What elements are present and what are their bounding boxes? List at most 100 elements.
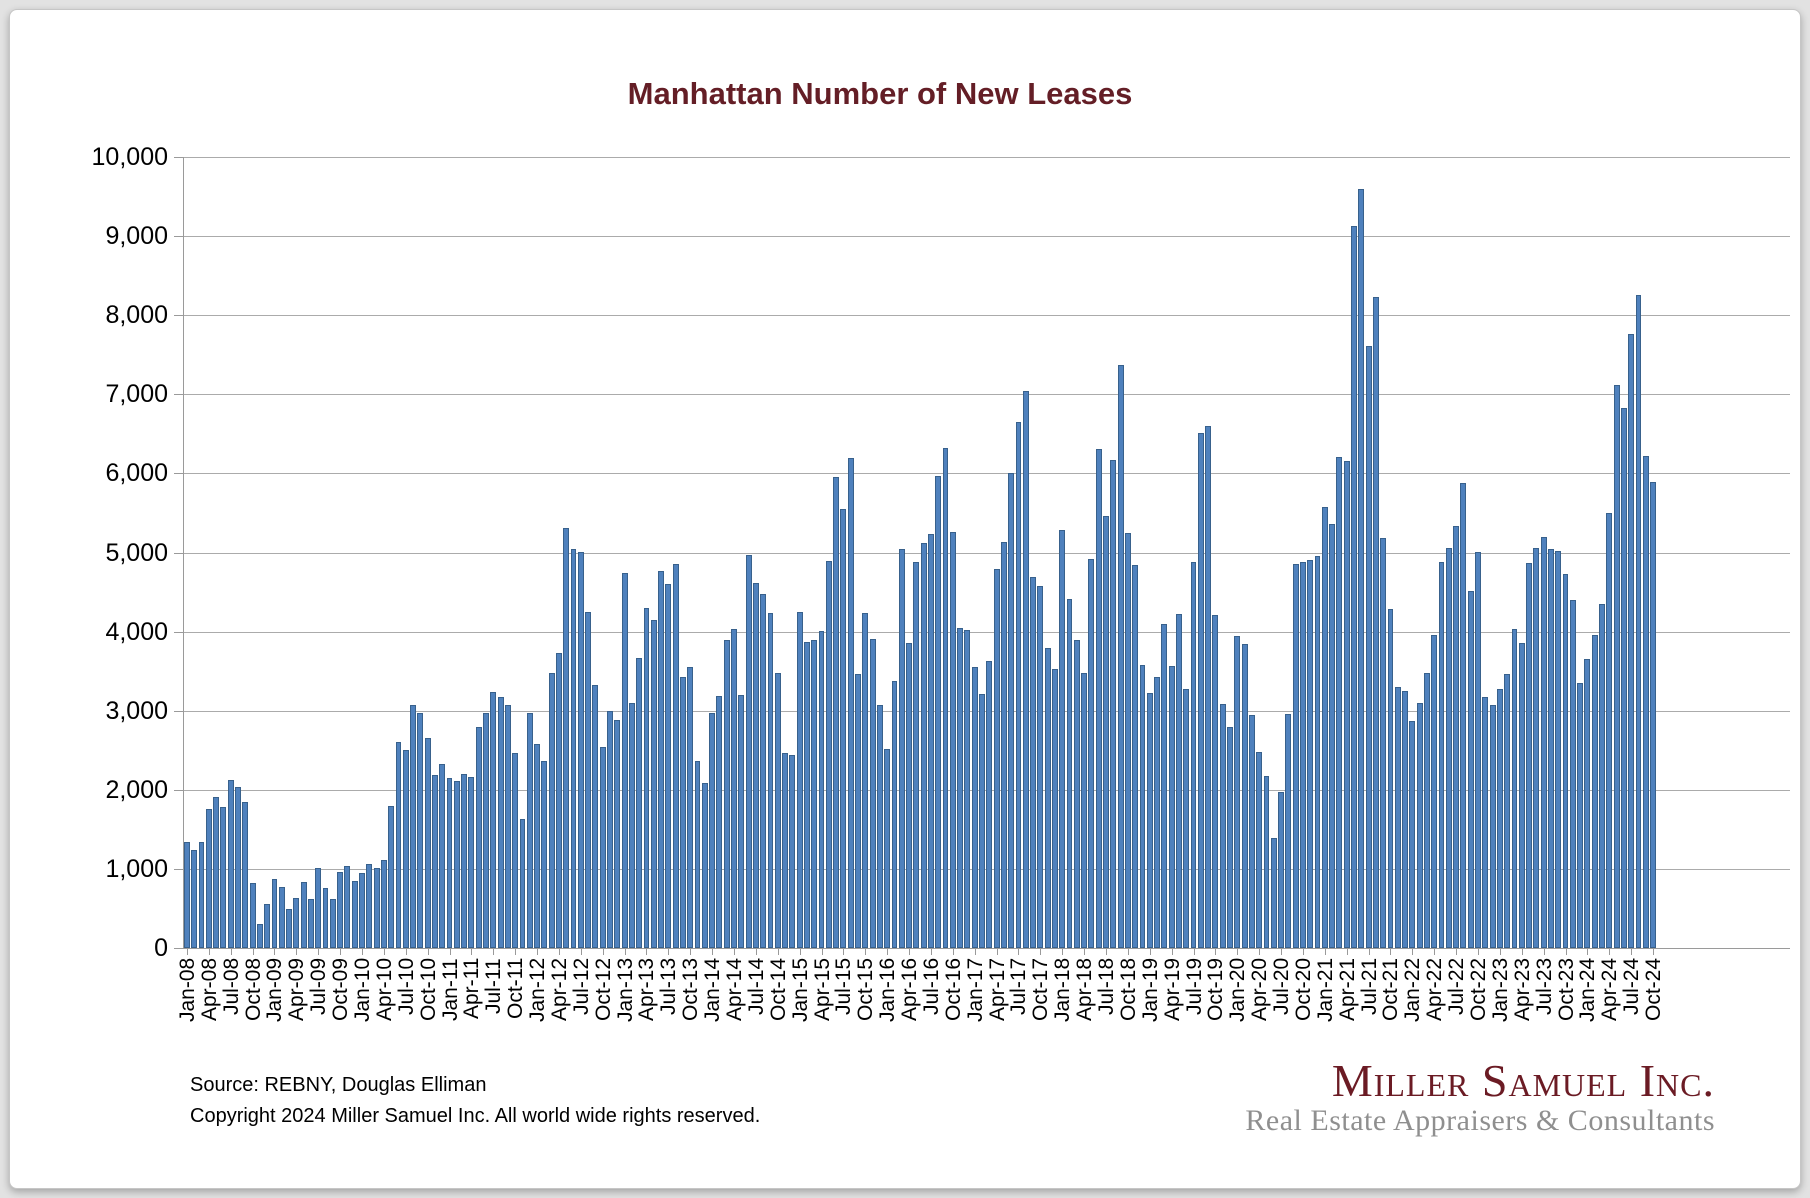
- bar: [577, 552, 584, 948]
- y-axis-label: 3,000: [105, 696, 168, 725]
- x-axis-tick-label: Apr-19: [1160, 958, 1184, 1022]
- x-axis-tick: [712, 949, 714, 955]
- bar: [658, 571, 664, 948]
- bar: [1620, 408, 1627, 948]
- bar: [1168, 666, 1175, 948]
- x-axis-tick-label: Oct-21: [1379, 958, 1403, 1022]
- bar: [1095, 448, 1102, 948]
- x-axis-tick-label: Oct-14: [766, 958, 790, 1022]
- x-axis-tick: [734, 949, 735, 955]
- x-axis-tick: [1084, 949, 1086, 955]
- x-axis-tick-label: Apr-12: [547, 958, 571, 1022]
- x-axis-tick: [1062, 949, 1064, 955]
- x-axis-tick-label: Jul-16: [919, 958, 943, 1016]
- bar: [417, 713, 424, 948]
- x-axis-tick-label: Oct-08: [241, 958, 265, 1022]
- x-axis-tick-label: Oct-23: [1554, 958, 1578, 1022]
- bar: [1124, 533, 1131, 948]
- bar: [592, 684, 599, 948]
- bar: [1183, 689, 1190, 948]
- x-axis-tick: [974, 949, 976, 955]
- bar: [687, 667, 694, 948]
- x-axis-tick-label: Jan-17: [963, 958, 987, 1023]
- bar: [1336, 456, 1343, 948]
- x-axis-tick: [405, 949, 407, 955]
- bar: [490, 692, 497, 948]
- bar: [1475, 551, 1481, 948]
- x-axis-tick: [1390, 949, 1392, 955]
- bar: [796, 612, 803, 948]
- bar: [1467, 590, 1474, 948]
- bar: [242, 802, 249, 948]
- bar: [898, 548, 905, 948]
- bar: [1103, 515, 1109, 948]
- y-axis-label: 2,000: [105, 775, 168, 804]
- bar: [1438, 562, 1445, 948]
- bar: [315, 867, 322, 948]
- bar: [709, 712, 716, 948]
- x-axis-tick-label: Jul-21: [1357, 958, 1381, 1016]
- bar: [957, 628, 964, 948]
- x-axis-tick: [1018, 949, 1020, 955]
- bar: [1380, 538, 1387, 948]
- bar: [869, 639, 876, 948]
- bar: [1650, 482, 1656, 948]
- bar: [519, 819, 526, 948]
- bar: [716, 696, 723, 948]
- x-axis-tick-label: Jan-23: [1488, 958, 1512, 1023]
- y-axis-label: 8,000: [105, 301, 168, 330]
- x-axis-tick: [362, 949, 363, 955]
- bar: [1628, 333, 1635, 948]
- x-axis-tick: [537, 949, 539, 955]
- bar: [526, 713, 533, 948]
- bar: [220, 807, 227, 948]
- bar: [1037, 585, 1044, 948]
- x-axis-tick-label: Oct-18: [1116, 958, 1140, 1022]
- bar: [198, 842, 205, 948]
- bar: [1030, 577, 1036, 948]
- bar: [1489, 705, 1496, 948]
- bar: [993, 568, 1000, 948]
- bar: [891, 681, 898, 948]
- bar: [424, 738, 431, 948]
- bar: [1584, 659, 1591, 948]
- bar: [1365, 346, 1372, 948]
- y-axis-label: 1,000: [105, 854, 168, 883]
- y-axis-label: 0: [154, 934, 168, 962]
- bar: [1161, 623, 1168, 948]
- x-axis-line: [183, 948, 1790, 949]
- x-axis-tick-label: Oct-24: [1642, 958, 1666, 1022]
- x-axis-tick-label: Jan-09: [263, 958, 287, 1023]
- bar: [1197, 432, 1204, 948]
- bar: [235, 786, 241, 948]
- bar: [1562, 573, 1569, 948]
- bar: [278, 886, 285, 948]
- x-axis-tick-label: Oct-17: [1029, 958, 1053, 1022]
- bar: [1059, 529, 1066, 948]
- bar: [643, 607, 650, 948]
- bar: [293, 897, 300, 948]
- bar: [1154, 677, 1160, 948]
- bar: [1518, 643, 1525, 948]
- y-axis-line: [183, 157, 184, 948]
- x-axis-tick-label: Jul-17: [1007, 958, 1031, 1016]
- bar: [1613, 385, 1620, 948]
- bar: [1387, 609, 1394, 948]
- bar: [694, 760, 701, 948]
- y-axis-label: 10,000: [91, 143, 168, 171]
- x-axis-tick-label: Jul-19: [1182, 958, 1206, 1016]
- bar: [388, 805, 395, 948]
- x-axis-tick: [1040, 949, 1042, 955]
- bar: [1351, 225, 1357, 948]
- bar: [249, 883, 256, 948]
- bar: [213, 796, 220, 948]
- bar: [1504, 673, 1511, 948]
- x-axis-tick-label: Oct-19: [1204, 958, 1228, 1022]
- x-axis-tick-label: Apr-21: [1335, 958, 1359, 1022]
- x-axis-tick-label: Oct-16: [941, 958, 965, 1022]
- bar: [1409, 720, 1416, 948]
- bar: [811, 639, 818, 948]
- source-line-1: Source: REBNY, Douglas Elliman: [190, 1074, 487, 1096]
- x-axis-tick-label: Oct-22: [1466, 958, 1490, 1022]
- bar: [927, 533, 934, 948]
